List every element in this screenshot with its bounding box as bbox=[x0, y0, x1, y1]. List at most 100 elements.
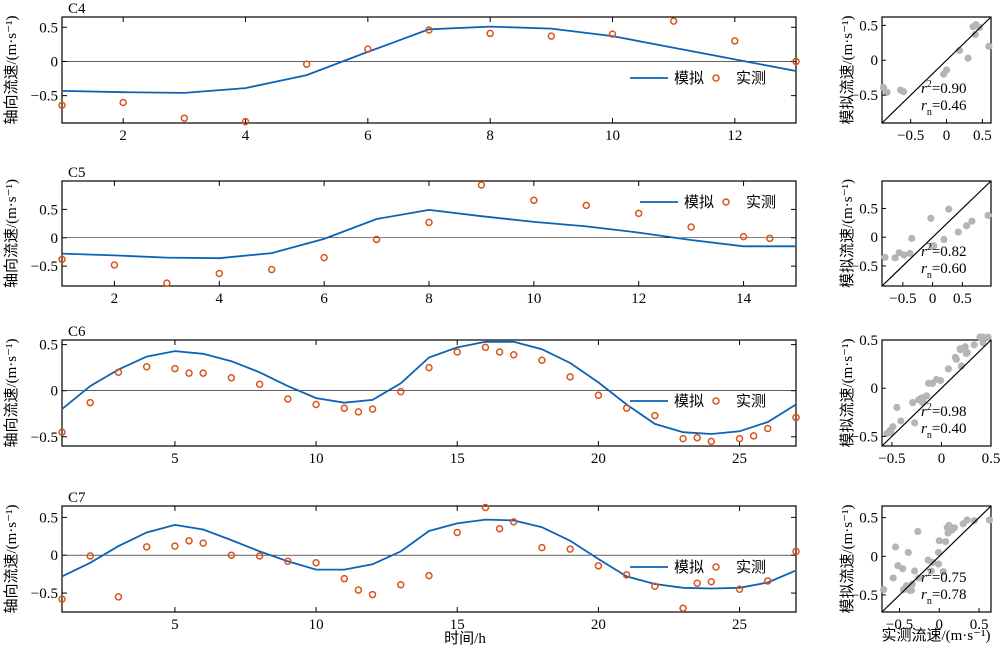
panel-title: C4 bbox=[68, 1, 86, 17]
scatter-point bbox=[970, 517, 978, 525]
scatter-point bbox=[932, 375, 941, 384]
observed-point bbox=[425, 218, 433, 227]
scatter-point bbox=[879, 83, 888, 92]
scatter-point bbox=[911, 419, 919, 427]
y-tick-label: −0.5 bbox=[31, 430, 58, 446]
observed-point bbox=[142, 362, 151, 371]
y-tick-label: 0 bbox=[51, 548, 59, 564]
observed-point bbox=[397, 580, 405, 589]
y-tick-label: 0.5 bbox=[39, 338, 58, 354]
panel-title: C5 bbox=[68, 165, 86, 181]
scatter-plot-frame bbox=[881, 180, 992, 287]
scatter-point bbox=[927, 567, 935, 575]
scatter-plot-frame bbox=[881, 339, 992, 447]
observed-point bbox=[792, 413, 800, 422]
observed-point bbox=[284, 557, 292, 566]
scatter-point bbox=[904, 548, 912, 557]
scatter-point bbox=[942, 537, 950, 546]
scatter-point bbox=[985, 516, 994, 524]
scatter-point bbox=[979, 339, 987, 347]
x-tick-label: 12 bbox=[727, 128, 742, 144]
series-y-axis-label: 轴向流速/(m·s⁻¹) bbox=[3, 15, 20, 124]
observed-point bbox=[267, 265, 276, 274]
scatter-point bbox=[969, 23, 977, 31]
observed-point bbox=[669, 17, 678, 25]
simulated-series-line bbox=[61, 208, 796, 260]
observed-point bbox=[453, 348, 461, 356]
scatter-point bbox=[935, 537, 943, 545]
scatter-point bbox=[963, 516, 971, 524]
scatter-y-tick-label: 0 bbox=[871, 53, 879, 69]
observed-point bbox=[86, 398, 94, 407]
x-tick-label: 2 bbox=[111, 291, 119, 307]
scatter-point bbox=[927, 214, 935, 222]
scatter-point bbox=[899, 585, 908, 594]
observed-point bbox=[312, 400, 320, 409]
observed-point bbox=[340, 404, 349, 412]
scatter-point bbox=[968, 217, 976, 225]
observed-point bbox=[693, 433, 701, 442]
scatter-point bbox=[893, 403, 901, 412]
observed-point bbox=[199, 539, 207, 547]
legend-sim-label: 模拟 bbox=[674, 393, 704, 410]
x-tick-label: 8 bbox=[486, 128, 494, 144]
scatter-point bbox=[984, 333, 992, 341]
scatter-point bbox=[952, 355, 960, 363]
r-squared-annotation: r2=0.75 bbox=[921, 568, 967, 586]
observed-point bbox=[538, 543, 546, 552]
observed-point bbox=[58, 428, 66, 436]
observed-point bbox=[608, 30, 617, 38]
scatter-y-tick-label: −0.5 bbox=[851, 588, 878, 604]
scatter-x-tick-label: 0 bbox=[936, 617, 944, 633]
legend-sim-label: 模拟 bbox=[674, 70, 704, 87]
observed-point bbox=[707, 577, 716, 586]
observed-point bbox=[372, 235, 381, 244]
r-n-annotation: rn=0.46 bbox=[921, 98, 967, 118]
observed-point bbox=[255, 380, 264, 388]
observed-point bbox=[495, 524, 504, 533]
scatter-point bbox=[911, 567, 919, 575]
x-tick-label: 4 bbox=[216, 291, 224, 307]
y-tick-label: 0 bbox=[51, 54, 59, 70]
scatter-point bbox=[954, 228, 962, 236]
legend-sim-label: 模拟 bbox=[684, 194, 714, 211]
observed-point bbox=[425, 571, 433, 580]
observed-point bbox=[477, 181, 486, 189]
observed-point bbox=[185, 537, 193, 545]
x-tick-label: 20 bbox=[591, 617, 606, 633]
series-y-axis-label: 轴向流速/(m·s⁻¹) bbox=[3, 338, 20, 447]
scatter-point bbox=[906, 249, 914, 257]
legend-obs-swatch bbox=[712, 74, 720, 82]
observed-point bbox=[58, 101, 66, 109]
x-tick-label: 4 bbox=[242, 128, 250, 144]
r-n-annotation: rn=0.40 bbox=[921, 421, 967, 441]
scatter-x-axis-label: 实测流速/(m·s⁻¹) bbox=[881, 627, 990, 644]
scatter-point bbox=[908, 234, 916, 242]
scatter-x-tick-label: 0.5 bbox=[970, 617, 989, 633]
one-to-one-line bbox=[881, 180, 992, 287]
scatter-point bbox=[914, 574, 923, 582]
scatter-point bbox=[962, 349, 970, 358]
observed-point bbox=[566, 545, 574, 553]
observed-point bbox=[340, 574, 349, 583]
scatter-x-tick-label: 0.5 bbox=[982, 451, 1000, 467]
series-y-axis-label: 轴向流速/(m·s⁻¹) bbox=[3, 179, 20, 288]
observed-point bbox=[425, 26, 433, 34]
scatter-point bbox=[971, 30, 979, 39]
scatter-point bbox=[956, 346, 964, 354]
scatter-y-tick-label: 0.5 bbox=[859, 202, 878, 218]
scatter-point bbox=[897, 417, 905, 425]
observed-point bbox=[582, 201, 591, 210]
series-y-axis-label: 轴向流速/(m·s⁻¹) bbox=[3, 504, 20, 613]
scatter-point bbox=[942, 66, 951, 74]
legend-sim-label: 模拟 bbox=[674, 559, 704, 576]
r-n-annotation: rn=0.60 bbox=[921, 261, 967, 281]
scatter-point bbox=[934, 548, 943, 557]
y-tick-label: 0.5 bbox=[39, 202, 58, 218]
x-tick-label: 10 bbox=[309, 617, 324, 633]
observed-point bbox=[227, 551, 236, 559]
scatter-point bbox=[924, 556, 932, 564]
observed-point bbox=[58, 595, 66, 603]
x-tick-label: 20 bbox=[591, 451, 606, 467]
